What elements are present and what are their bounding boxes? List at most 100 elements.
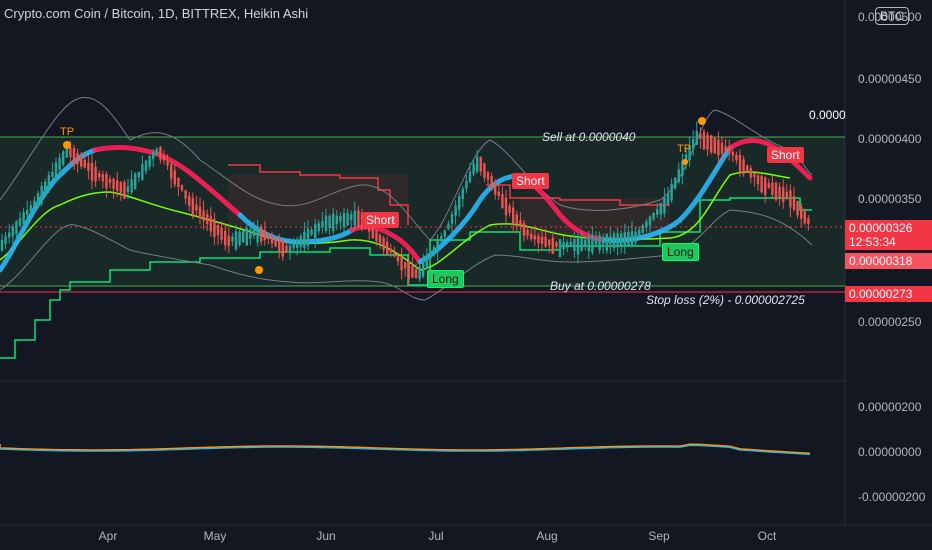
- candle-body: [4, 236, 7, 244]
- candle-body: [738, 155, 742, 172]
- sell-annotation: Sell at 0.0000040: [542, 130, 636, 144]
- candle-body: [713, 137, 716, 154]
- candle-body: [436, 239, 439, 252]
- candle-body: [490, 176, 493, 191]
- candle-body: [720, 142, 724, 154]
- candle-body: [612, 233, 616, 249]
- candle-body: [756, 175, 760, 185]
- candle-body: [724, 146, 727, 152]
- month-tick: Apr: [98, 529, 118, 543]
- signal-dot: [682, 159, 688, 165]
- candle-body: [778, 186, 781, 198]
- candle-body: [105, 173, 108, 189]
- candle-body: [159, 146, 162, 160]
- candle-body: [681, 160, 684, 176]
- symbol-title: Crypto.com Coin / Bitcoin, 1D, BITTREX, …: [4, 6, 309, 21]
- candle-body: [526, 230, 529, 236]
- candle-body: [699, 133, 702, 139]
- candle-body: [659, 203, 662, 215]
- bar-countdown: 12:53:34: [849, 235, 896, 249]
- candle-body: [796, 200, 799, 216]
- indicator-signal-line: [0, 443, 811, 455]
- candle-body: [476, 156, 479, 172]
- candle-body: [454, 205, 457, 216]
- candle-body: [404, 261, 407, 269]
- candle-body: [666, 193, 670, 205]
- candle-body: [54, 162, 58, 179]
- candle-body: [432, 247, 436, 252]
- candle-body: [422, 259, 425, 277]
- candle-body: [728, 147, 731, 154]
- candle-body: [400, 257, 403, 271]
- candle-body: [605, 233, 608, 251]
- candle-body: [670, 183, 673, 201]
- candle-body: [522, 223, 526, 236]
- take-profit-label: TP: [60, 126, 75, 138]
- candle-body: [544, 237, 547, 247]
- candle-body: [497, 191, 500, 196]
- candle-body: [735, 154, 738, 161]
- candle-body: [645, 221, 648, 228]
- candle-body: [260, 226, 263, 242]
- candle-body: [695, 131, 698, 145]
- candle-body: [51, 171, 54, 177]
- candle-body: [710, 135, 713, 153]
- candle-body: [382, 237, 385, 250]
- candle-body: [407, 261, 410, 280]
- candle-body: [602, 236, 605, 245]
- candle-body: [465, 181, 468, 189]
- candle-body: [130, 179, 133, 193]
- candle-body: [371, 225, 374, 239]
- candle-body: [69, 147, 72, 158]
- indicator-tick: -0.00000200: [858, 490, 926, 504]
- candle-body: [360, 212, 364, 229]
- candle-body: [314, 224, 317, 239]
- candle-body: [267, 234, 270, 240]
- candle-body: [386, 241, 389, 255]
- candle-body: [580, 237, 583, 252]
- candle-body: [328, 215, 331, 229]
- candle-body: [296, 239, 299, 249]
- candle-body: [310, 229, 313, 235]
- candle-body: [461, 188, 464, 200]
- candle-body: [515, 214, 518, 225]
- candle-body: [101, 174, 104, 182]
- candle-body: [0, 239, 4, 251]
- candle-body: [378, 235, 382, 244]
- fast-support-line: [0, 171, 791, 271]
- currency-button[interactable]: BTC: [875, 7, 909, 25]
- candle-body: [317, 223, 320, 232]
- candle-body: [504, 197, 508, 216]
- candle-body: [375, 230, 378, 241]
- candle-body: [166, 161, 169, 166]
- candle-body: [753, 173, 756, 178]
- candle-body: [569, 241, 572, 247]
- signal-dot: [63, 141, 71, 149]
- candle-body: [530, 233, 533, 240]
- candle-body: [11, 226, 14, 237]
- month-tick: Aug: [536, 529, 558, 543]
- candle-body: [447, 223, 450, 230]
- candle-body: [144, 160, 148, 172]
- candle-body: [674, 177, 677, 189]
- candle-body: [216, 224, 220, 236]
- candle-body: [785, 191, 788, 198]
- support-line: [0, 197, 812, 359]
- candle-body: [195, 204, 198, 211]
- candle-body: [767, 182, 770, 188]
- candle-body: [396, 256, 400, 262]
- candle-body: [342, 212, 346, 228]
- candle-body: [94, 166, 97, 182]
- candle-body: [332, 213, 335, 232]
- candle-body: [494, 183, 497, 195]
- month-tick: Jun: [316, 529, 336, 543]
- candle-body: [414, 269, 418, 278]
- candle-body: [353, 210, 356, 226]
- signal-dot: [255, 266, 263, 274]
- candle-body: [620, 233, 623, 246]
- candle-body: [677, 169, 680, 183]
- candle-body: [278, 238, 281, 253]
- candle-body: [15, 221, 18, 235]
- candle-body: [306, 228, 310, 246]
